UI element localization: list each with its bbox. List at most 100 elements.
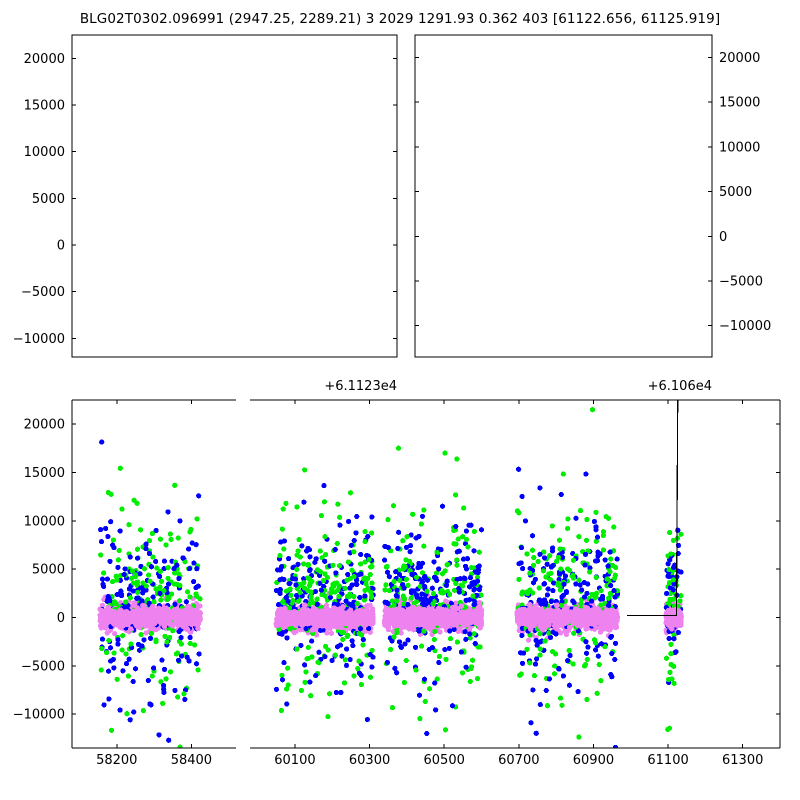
data-point-violet [314, 632, 320, 638]
data-point-green [160, 700, 166, 706]
data-point-blue [100, 581, 106, 587]
data-point-green [388, 646, 394, 653]
data-point-blue [360, 637, 366, 643]
data-point-green [397, 577, 403, 583]
data-point-blue [134, 555, 141, 561]
data-point-violet [112, 631, 118, 637]
data-point-green [344, 633, 350, 640]
data-point-green [443, 656, 449, 662]
data-point-green [430, 590, 437, 597]
data-point-blue [358, 571, 364, 577]
data-point-green [143, 583, 149, 589]
data-point-blue [130, 588, 136, 594]
data-point-blue [115, 564, 121, 570]
data-point-blue [132, 666, 139, 672]
data-point-blue [117, 528, 123, 534]
data-point-green [294, 504, 300, 510]
data-point-blue [293, 582, 299, 588]
data-point-green [326, 691, 333, 697]
data-point-green [319, 555, 325, 561]
data-point-green [169, 591, 175, 597]
data-point-green [467, 635, 473, 641]
data-point-blue [148, 564, 155, 570]
data-point-blue [196, 493, 202, 499]
data-point-blue [439, 503, 446, 509]
data-point-green [322, 571, 328, 577]
data-point-blue [449, 703, 456, 709]
data-point-blue [196, 651, 202, 657]
data-point-blue [357, 626, 364, 632]
data-point-blue [415, 627, 421, 633]
data-point-violet [132, 619, 139, 626]
data-point-blue [436, 566, 442, 572]
y-tick-label: −5000 [719, 274, 763, 289]
data-point-green [297, 589, 303, 596]
data-point-violet [123, 621, 130, 627]
data-point-blue [454, 549, 460, 555]
data-point-green [113, 601, 119, 607]
data-point-violet [347, 623, 354, 630]
data-point-green [442, 450, 448, 456]
data-point-blue [281, 660, 287, 666]
data-point-violet [111, 618, 118, 624]
data-point-green [167, 531, 173, 537]
data-point-blue [385, 601, 391, 607]
data-point-blue [458, 649, 464, 655]
data-point-green [170, 628, 176, 634]
data-point-violet [358, 609, 365, 615]
data-point-green [417, 716, 423, 722]
data-point-blue [127, 554, 133, 560]
data-point-blue [471, 548, 477, 554]
data-point-blue [354, 577, 360, 583]
data-point-green [444, 562, 450, 568]
data-point-green [474, 675, 481, 682]
data-point-green [173, 651, 179, 657]
data-point-green [106, 637, 112, 644]
data-point-violet [177, 621, 184, 628]
data-point-green [322, 593, 328, 599]
data-point-green [474, 574, 481, 580]
data-point-green [368, 594, 374, 600]
data-point-green [351, 549, 357, 555]
data-point-green [470, 657, 476, 663]
data-point-green [390, 503, 397, 509]
data-point-violet [386, 607, 393, 614]
data-point-blue [470, 581, 476, 588]
data-point-green [339, 629, 345, 635]
data-point-green [417, 583, 423, 590]
data-point-blue [475, 567, 482, 573]
data-point-green [149, 530, 155, 537]
data-point-blue [115, 637, 121, 643]
data-point-violet [328, 630, 335, 636]
data-point-blue [143, 546, 149, 552]
data-point-violet [291, 615, 297, 622]
data-point-green [476, 549, 482, 555]
data-point-blue [302, 662, 308, 668]
data-point-green [369, 580, 375, 586]
data-point-blue [453, 523, 459, 530]
data-point-blue [131, 709, 137, 715]
data-point-blue [157, 590, 163, 597]
data-point-blue [456, 589, 462, 595]
data-point-blue [186, 658, 192, 664]
data-point-violet [448, 610, 455, 617]
data-point-green [340, 636, 346, 643]
data-point-blue [135, 595, 141, 601]
data-point-violet [341, 615, 347, 621]
data-point-green [124, 711, 130, 717]
data-point-green [405, 582, 411, 588]
data-point-blue [464, 556, 471, 562]
y-tick-label: −5000 [21, 285, 65, 300]
data-point-blue [329, 657, 335, 664]
data-point-green [356, 658, 362, 664]
data-point-blue [161, 683, 167, 689]
data-point-blue [446, 773, 451, 778]
data-point-green [138, 527, 144, 533]
data-point-green [431, 636, 437, 643]
data-point-blue [451, 626, 457, 632]
data-point-green [454, 562, 460, 568]
data-point-green [165, 575, 171, 581]
data-point-green [318, 513, 324, 519]
data-point-green [400, 593, 406, 599]
